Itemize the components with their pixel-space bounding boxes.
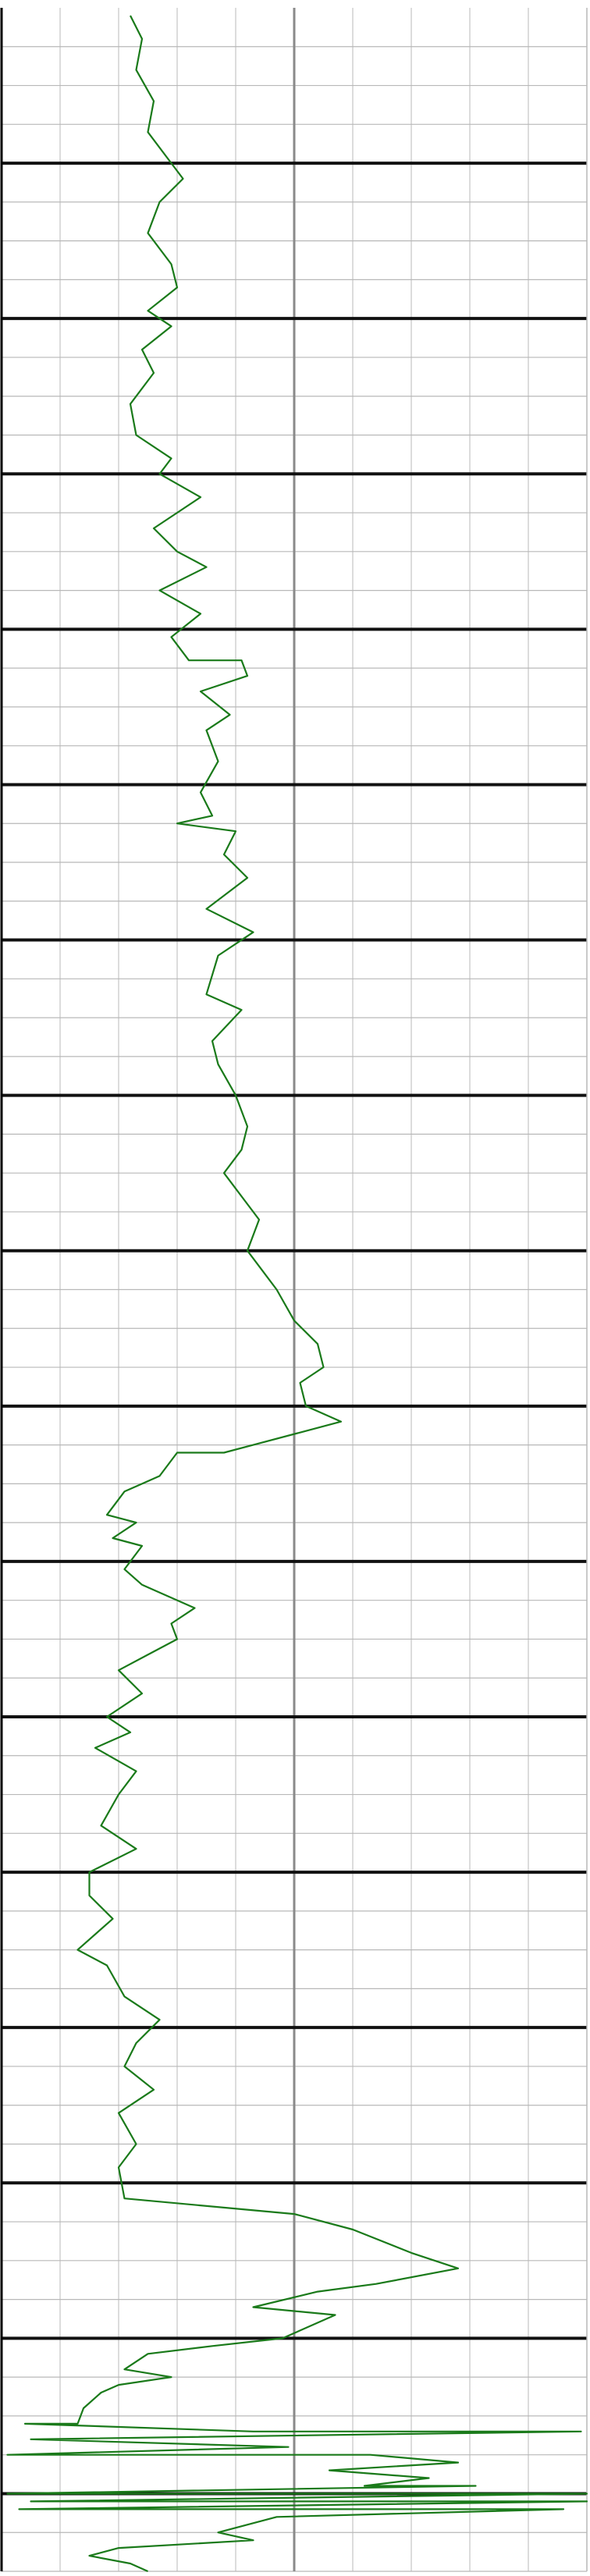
- log-curve-series-0: [6, 15, 588, 2573]
- curve-layer: [6, 15, 588, 2573]
- grid-layer: [0, 8, 588, 2572]
